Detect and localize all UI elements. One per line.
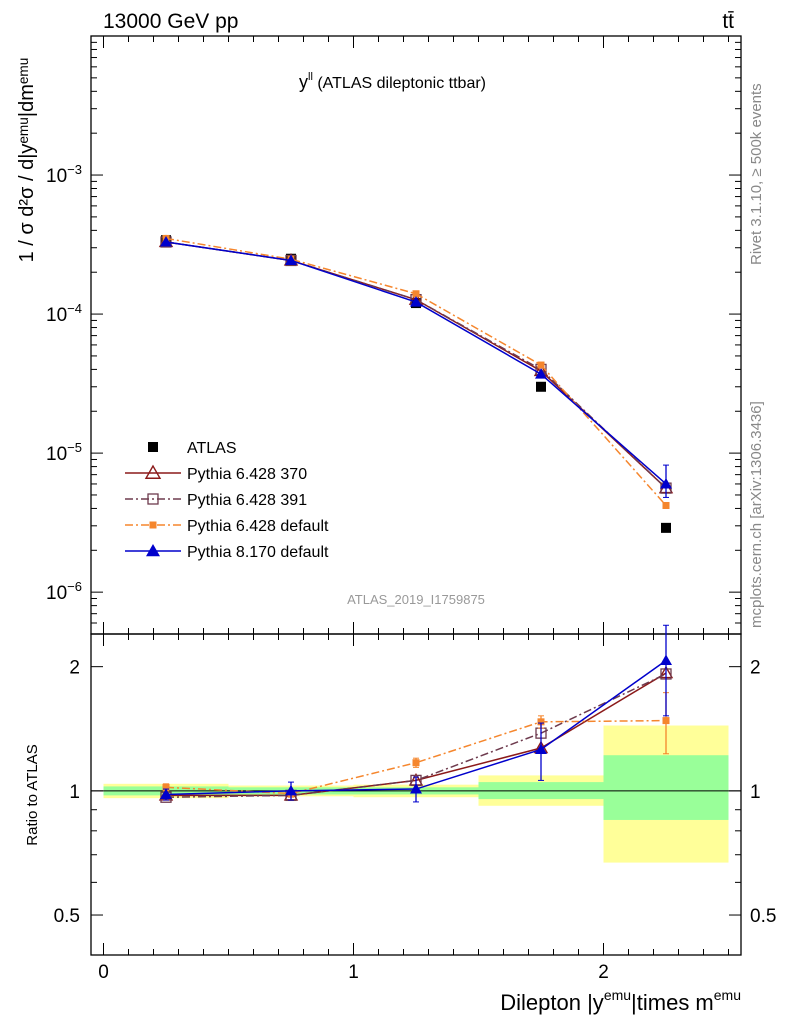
- main-y-axis-label: 1 / σ d²σ / d|yᵉᵐᵘ|dmᵉᵐᵘ: [16, 58, 38, 263]
- main-point-p6def: [412, 290, 420, 298]
- ratio-y-tick-label-right: 1: [750, 782, 761, 803]
- ratio-y-tick-label-right: 0.5: [750, 906, 776, 927]
- analysis-watermark: ATLAS_2019_I1759875: [347, 592, 485, 607]
- legend-label-atlas: ATLAS: [187, 440, 237, 457]
- x-axis-label-mid: |times m: [631, 990, 714, 1015]
- main-point-p8def: [535, 368, 547, 379]
- main-y-tick-exp: −4: [67, 301, 82, 316]
- ratio-point-p6def: [662, 717, 670, 725]
- ratio-y-tick-label-right: 2: [750, 658, 761, 679]
- x-tick-label: 0: [98, 962, 109, 983]
- ratio-y-tick-label: 2: [69, 658, 80, 679]
- ratio-y-axis-label: Ratio to ATLAS: [24, 744, 41, 845]
- main-plot-area: 10−310−410−510−6: [46, 35, 742, 635]
- legend-label-p8def: Pythia 8.170 default: [187, 544, 329, 561]
- legend-label-p6def: Pythia 6.428 default: [187, 518, 329, 535]
- main-y-tick-base: 10: [46, 305, 67, 326]
- energy-label: 13000 GeV pp: [103, 10, 238, 33]
- ratio-point-p6def: [537, 718, 545, 726]
- ratio-point-p8def: [285, 784, 297, 796]
- main-line-p8def: [165, 241, 667, 485]
- x-axis-label-sup2: emu: [714, 987, 741, 1003]
- ratio-point-p8def: [410, 783, 422, 794]
- process-label: tt̄: [722, 10, 734, 33]
- main-point-p6def: [662, 501, 670, 509]
- main-y-tick-exp: −3: [67, 162, 82, 177]
- rivet-version-label: Rivet 3.1.10, ≥ 500k events: [748, 83, 765, 265]
- legend-label-p370: Pythia 6.428 370: [187, 466, 307, 483]
- main-point-p8def: [660, 477, 672, 489]
- ratio-point-p8def: [160, 788, 172, 799]
- ratio-point-p8def: [660, 654, 672, 666]
- x-tick-label: 2: [598, 962, 609, 983]
- x-axis-label-sup1: emu: [604, 987, 631, 1003]
- ratio-point-p6def: [162, 783, 170, 791]
- ratio-y-tick-label: 1: [69, 782, 80, 803]
- main-point-atlas: [536, 381, 546, 392]
- legend-marker-p391: [147, 493, 159, 505]
- main-point-p8def: [285, 254, 297, 265]
- legend: ATLAS Pythia 6.428 370 Pythia 6.428 391 Pyt…: [125, 440, 329, 561]
- main-y-tick-label: 10−3: [46, 162, 82, 187]
- main-point-atlas: [661, 522, 671, 533]
- x-axis-label: Dilepton |yemu|times memu: [500, 987, 741, 1015]
- main-point-p8def: [410, 296, 422, 307]
- mcplots-label: mcplots.cern.ch [arXiv:1306.3436]: [748, 401, 765, 628]
- main-point-p6def: [537, 361, 545, 369]
- legend-label-p391: Pythia 6.428 391: [187, 492, 307, 509]
- ratio-band-inner-4: [603, 755, 729, 820]
- x-tick-label: 1: [348, 962, 359, 983]
- main-y-tick-label: 10−4: [46, 301, 82, 326]
- ratio-line-p391: [165, 673, 667, 798]
- legend-marker-atlas: [148, 442, 158, 452]
- main-y-tick-base: 10: [46, 583, 67, 604]
- legend-marker-p8def: [146, 544, 160, 557]
- legend-marker-p6def: [149, 521, 157, 529]
- x-axis-label-main: Dilepton |y: [500, 990, 604, 1015]
- main-y-tick-base: 10: [46, 166, 67, 187]
- ratio-frame: [90, 633, 742, 956]
- main-line-p370: [165, 241, 667, 489]
- ratio-point-p6def: [412, 759, 420, 767]
- main-y-tick-label: 10−5: [46, 440, 82, 465]
- main-title-y: y: [299, 72, 308, 92]
- main-title: yll (ATLAS dileptonic ttbar): [299, 71, 486, 92]
- legend-marker-p370: [144, 464, 162, 479]
- main-point-p8def: [160, 235, 172, 247]
- main-title-sup: ll: [308, 71, 313, 83]
- main-y-tick-base: 10: [46, 444, 67, 465]
- ratio-plot-area: 0 1 2 0.5 0.5 1 1 2 2: [54, 624, 776, 983]
- ratio-point-p8def: [535, 743, 547, 754]
- main-y-tick-exp: −5: [67, 440, 82, 455]
- main-y-tick-label: 10−6: [46, 579, 82, 604]
- main-title-rest: (ATLAS dileptonic ttbar): [313, 75, 486, 92]
- main-line-p391: [165, 241, 667, 489]
- main-y-tick-exp: −6: [67, 579, 82, 594]
- ratio-y-tick-label: 0.5: [54, 906, 80, 927]
